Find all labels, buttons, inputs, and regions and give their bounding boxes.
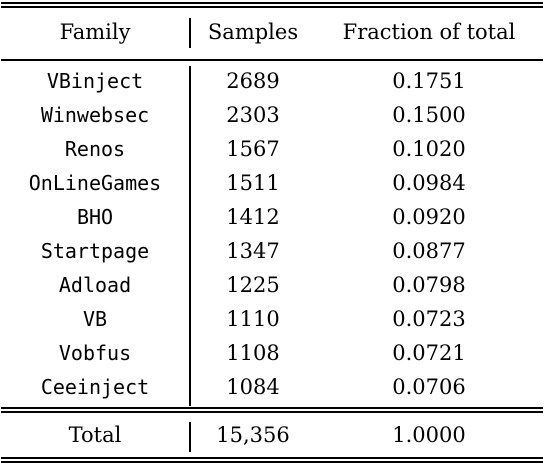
total-divider xyxy=(189,422,191,452)
header-fraction: Fraction of total xyxy=(342,20,516,44)
top-rule xyxy=(1,2,543,4)
row-samples: 1225 xyxy=(226,273,280,297)
row-family: Ceeinject xyxy=(40,375,150,399)
row-family: VBinject xyxy=(46,69,144,93)
row-family: Startpage xyxy=(40,239,150,263)
body-divider xyxy=(189,66,191,406)
row-fraction: 0.1500 xyxy=(392,103,466,127)
row-fraction: 0.0920 xyxy=(392,205,466,229)
row-fraction: 0.0721 xyxy=(392,341,466,365)
total-samples: 15,356 xyxy=(216,423,290,447)
row-fraction: 0.1020 xyxy=(392,137,466,161)
total-label: Total xyxy=(68,423,122,447)
row-samples: 1412 xyxy=(226,205,280,229)
header-divider xyxy=(189,18,191,48)
row-fraction: 0.0706 xyxy=(392,375,466,399)
row-samples: 1511 xyxy=(226,171,280,195)
header-samples: Samples xyxy=(207,20,299,44)
row-family: VB xyxy=(82,307,108,331)
total-rule-top xyxy=(1,407,543,409)
total-fraction: 1.0000 xyxy=(392,423,466,447)
row-fraction: 0.0877 xyxy=(392,239,466,263)
row-samples: 1108 xyxy=(226,341,280,365)
row-family: BHO xyxy=(76,205,114,229)
row-samples: 1110 xyxy=(226,307,280,331)
bottom-rule xyxy=(1,461,543,463)
row-family: Vobfus xyxy=(58,341,132,365)
row-family: Renos xyxy=(64,137,126,161)
header-family: Family xyxy=(59,20,131,44)
header-rule xyxy=(1,59,543,61)
row-samples: 1347 xyxy=(226,239,280,263)
row-samples: 2689 xyxy=(226,69,280,93)
row-fraction: 0.1751 xyxy=(392,69,466,93)
row-samples: 1084 xyxy=(226,375,280,399)
row-fraction: 0.0984 xyxy=(392,171,466,195)
total-rule-bottom xyxy=(1,411,543,413)
row-family: Winwebsec xyxy=(40,103,150,127)
row-fraction: 0.0723 xyxy=(392,307,466,331)
row-samples: 2303 xyxy=(226,103,280,127)
top-rule-inner xyxy=(1,6,543,8)
bottom-rule-inner xyxy=(1,457,543,459)
row-fraction: 0.0798 xyxy=(392,273,466,297)
row-samples: 1567 xyxy=(226,137,280,161)
row-family: OnLineGames xyxy=(28,171,162,195)
row-family: Adload xyxy=(58,273,132,297)
